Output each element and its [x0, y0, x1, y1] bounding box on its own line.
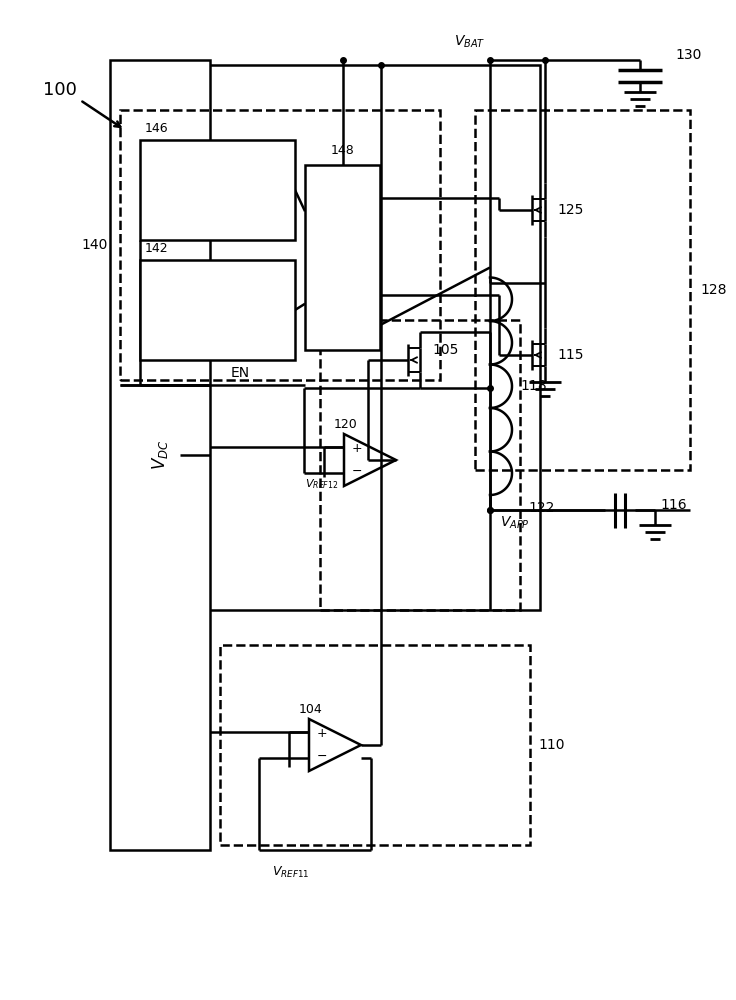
Bar: [140, 260, 295, 360]
Text: $V_{DC}$: $V_{DC}$: [150, 440, 170, 470]
Text: EN: EN: [230, 366, 250, 380]
Text: −: −: [317, 750, 328, 763]
Text: 降压: 降压: [208, 172, 227, 188]
Text: 140: 140: [82, 238, 108, 252]
Text: +: +: [317, 727, 328, 740]
Text: 控制器: 控制器: [204, 320, 231, 336]
Text: 122: 122: [528, 502, 554, 516]
Bar: [110, 60, 210, 850]
Text: 100: 100: [43, 81, 77, 99]
Bar: [140, 140, 295, 240]
Bar: [220, 645, 530, 845]
Text: 控制器: 控制器: [204, 200, 231, 216]
Text: $V_{BAT}$: $V_{BAT}$: [453, 34, 485, 50]
Text: $V_{REF12}$: $V_{REF12}$: [305, 477, 339, 491]
Text: $V_{REF11}$: $V_{REF11}$: [272, 865, 310, 880]
Text: 115: 115: [557, 348, 584, 362]
Text: 118: 118: [520, 379, 547, 393]
Text: $V_{APP}$: $V_{APP}$: [500, 515, 530, 531]
Text: 116: 116: [660, 498, 687, 512]
Bar: [120, 110, 440, 380]
Text: 104: 104: [298, 703, 322, 716]
Text: 146: 146: [145, 122, 169, 135]
Bar: [320, 320, 520, 610]
Text: 120: 120: [333, 418, 357, 431]
Bar: [180, 65, 540, 610]
Text: 125: 125: [557, 203, 584, 217]
Text: 128: 128: [700, 283, 726, 297]
Text: 驱动器: 驱动器: [335, 244, 350, 271]
Text: 110: 110: [538, 738, 565, 752]
Bar: [305, 165, 380, 350]
Text: 148: 148: [330, 144, 354, 157]
Text: 142: 142: [145, 242, 169, 255]
Text: 130: 130: [675, 48, 701, 62]
Text: −: −: [352, 465, 363, 478]
Text: 升压: 升压: [208, 292, 227, 308]
Text: +: +: [352, 442, 363, 455]
Text: 105: 105: [432, 343, 459, 357]
Bar: [475, 110, 690, 470]
